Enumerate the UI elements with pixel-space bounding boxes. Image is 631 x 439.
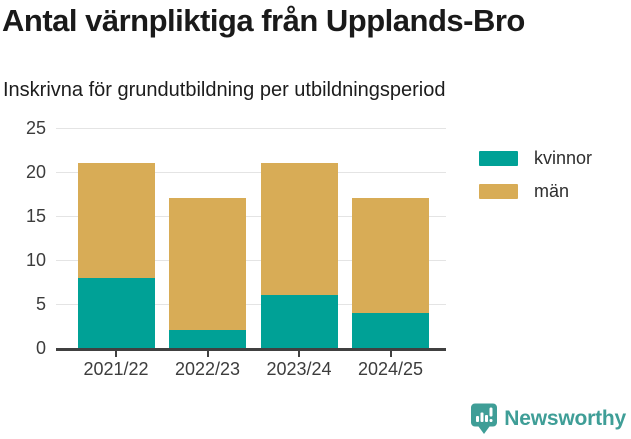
bar-segment-män [77,163,155,278]
chart-subtitle: Inskrivna för grundutbildning per utbild… [3,79,446,101]
y-axis-label: 10 [25,250,46,270]
bar-2024/25 [352,198,429,348]
bar-2023/24 [260,163,338,348]
chart-legend: kvinnor män [479,148,592,214]
legend-swatch [479,184,518,199]
gridline-5 [56,304,446,305]
gridline-15 [56,216,446,217]
x-axis-label: 2023/24 [266,359,332,379]
x-axis-label: 2021/22 [83,359,149,379]
newsworthy-logo[interactable]: Newsworthy [470,403,626,435]
legend-label: kvinnor [534,148,593,168]
gridline-25 [56,128,446,129]
gridline-20 [56,172,446,173]
x-axis-tick [206,351,209,357]
x-axis-label: 2022/23 [174,359,241,379]
y-axis-label: 15 [25,206,46,226]
y-axis-label: 25 [25,118,46,138]
x-axis-label: 2024/25 [357,359,424,379]
page-title: Antal värnpliktiga från Upplands-Bro [2,3,525,38]
x-axis-tick [115,351,117,357]
newsworthy-bar-chart-badge-icon [471,403,498,434]
y-axis-label: 5 [35,294,46,314]
bar-2022/23 [169,198,246,348]
legend-item-män: män [479,181,592,202]
legend-label: män [534,181,570,201]
bar-segment-kvinnor [352,312,429,348]
bar-segment-kvinnor [260,295,338,348]
newsworthy-wordmark: Newsworthy [504,407,626,430]
bar-segment-män [260,163,338,296]
x-axis-tick [298,351,300,357]
legend-item-kvinnor: kvinnor [479,148,592,169]
bar-segment-män [169,198,246,331]
bar-segment-kvinnor [77,277,155,348]
legend-swatch [479,151,518,166]
x-axis-tick [389,351,392,357]
bar-segment-män [352,198,429,313]
bar-2021/22 [77,163,155,348]
y-axis-label: 20 [25,162,46,182]
gridline-10 [56,260,446,261]
plot-area [56,128,446,351]
bar-segment-kvinnor [169,330,246,348]
y-axis-label: 0 [35,338,46,358]
